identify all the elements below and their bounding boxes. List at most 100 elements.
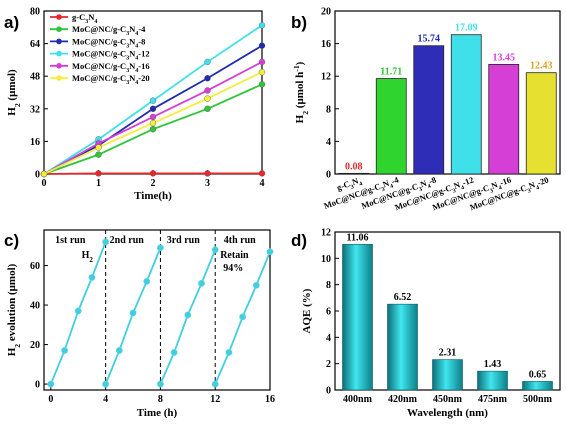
y-tick-label-d: 4: [326, 333, 331, 344]
run-label-c: 3rd run: [167, 235, 201, 246]
bar-d: [342, 244, 373, 391]
category-label-d: 420nm: [388, 394, 418, 405]
legend-label-a: MoC@NC/g-C3N4-12: [72, 49, 150, 62]
category-label-d: 450nm: [433, 394, 463, 405]
y-tick-label-d: 10: [321, 254, 331, 265]
series-label-c: H2: [82, 250, 94, 264]
data-point-a: [149, 125, 157, 133]
data-point-a: [258, 68, 266, 76]
bar-value-label-d: 6.52: [394, 292, 412, 303]
legend-label-a: MoC@NC/g-C3N4-8: [72, 36, 145, 49]
data-point-c: [129, 309, 137, 317]
data-point-a: [149, 105, 157, 113]
data-point-a: [95, 170, 102, 177]
y-axis-title-a: H2 (μmol): [6, 69, 22, 116]
data-point-a: [204, 95, 211, 102]
legend-marker-a: [56, 75, 62, 81]
y-tick-label-d: 8: [326, 280, 331, 291]
x-tick-label-a: 1: [96, 178, 101, 189]
data-point-c: [74, 307, 82, 315]
data-point-c: [211, 380, 219, 388]
data-point-a: [204, 75, 211, 82]
x-tick-label-c: 0: [48, 394, 53, 405]
data-point-a: [95, 151, 102, 158]
data-point-a: [149, 119, 157, 127]
bar-value-label-d: 1.43: [484, 359, 502, 370]
bar-value-label-d: 2.31: [439, 348, 457, 359]
bar-d: [432, 359, 463, 391]
category-label-d: 475nm: [478, 394, 508, 405]
x-tick-label-a: 0: [42, 178, 47, 189]
category-label-d: 400nm: [343, 394, 373, 405]
data-point-c: [47, 380, 55, 388]
data-point-a: [204, 105, 211, 113]
y-tick-label-a: 0: [35, 170, 40, 181]
data-point-a: [149, 170, 157, 177]
legend-marker-a: [56, 63, 62, 69]
x-tick-label-a: 3: [205, 178, 210, 189]
data-point-c: [239, 313, 247, 321]
panel-label-b: b): [291, 13, 307, 32]
data-point-c: [156, 380, 164, 388]
bar-b: [525, 72, 557, 175]
y-tick-label-d: 6: [326, 307, 331, 318]
x-tick-label-c: 8: [158, 394, 163, 405]
plot-frame-c: [43, 229, 271, 391]
data-point-c: [88, 273, 96, 281]
legend-marker-a: [56, 14, 62, 20]
data-point-a: [258, 58, 266, 66]
panel-label-c: c): [4, 231, 19, 250]
data-point-a: [258, 22, 266, 29]
data-point-c: [266, 248, 274, 256]
legend-label-a: g-C3N4: [72, 12, 97, 25]
data-point-c: [102, 238, 110, 246]
data-point-a: [95, 144, 102, 151]
data-point-a: [258, 42, 266, 49]
run-label-c: 1st run: [55, 235, 86, 246]
y-tick-label-a: 48: [30, 72, 40, 83]
x-tick-label-a: 4: [260, 178, 265, 189]
y-tick-label-b: 12: [321, 72, 331, 83]
data-point-c: [143, 277, 151, 285]
panel-label-a: a): [4, 13, 19, 32]
bar-value-label-b: 13.45: [493, 52, 516, 63]
data-point-a: [149, 113, 157, 121]
chart-c: 0 20 40 60 0 4 8 12 16 Time (h) H2 evolution (μmol…: [6, 229, 275, 419]
data-point-c: [156, 244, 164, 252]
bar-b: [488, 63, 520, 175]
y-tick-label-c: 0: [35, 380, 40, 391]
data-point-a: [204, 170, 211, 177]
run-label-c: 2nd run: [110, 235, 145, 246]
data-point-c: [61, 347, 68, 354]
bar-value-label-b: 12.43: [530, 61, 553, 72]
y-tick-label-b: 8: [326, 104, 331, 115]
x-axis-title-c: Time (h): [137, 407, 178, 419]
y-tick-label-a: 80: [30, 7, 40, 18]
y-tick-label-c: 40: [30, 301, 40, 312]
bar-b: [450, 34, 482, 175]
bar-value-label-d: 0.65: [529, 369, 547, 380]
y-tick-label-b: 0: [326, 170, 331, 181]
panel-label-d: d): [291, 231, 307, 250]
bar-value-label-b: 15.74: [418, 34, 441, 45]
bar-d: [387, 303, 418, 391]
y-axis-title-d: AQE (%): [301, 288, 313, 333]
x-tick-label-c: 12: [210, 394, 220, 405]
bar-d: [522, 381, 553, 391]
x-axis-title-a: Time(h): [134, 190, 172, 202]
y-tick-label-a: 32: [30, 104, 40, 115]
data-point-c: [252, 281, 260, 289]
y-axis-title-c: H2 evolution (μmol): [6, 263, 22, 356]
annotation-retain-c: Retain: [220, 250, 249, 261]
bar-value-label-b: 11.71: [380, 67, 402, 78]
data-point-a: [149, 97, 157, 104]
y-tick-label-b: 20: [321, 7, 331, 18]
annotation-percent-c: 94%: [223, 263, 243, 274]
category-label-d: 500nm: [523, 394, 553, 405]
legend-marker-a: [56, 50, 62, 57]
category-label-b: g-C3N4: [335, 174, 363, 195]
run-label-c: 4th run: [224, 235, 256, 246]
x-tick-label-a: 2: [151, 178, 156, 189]
